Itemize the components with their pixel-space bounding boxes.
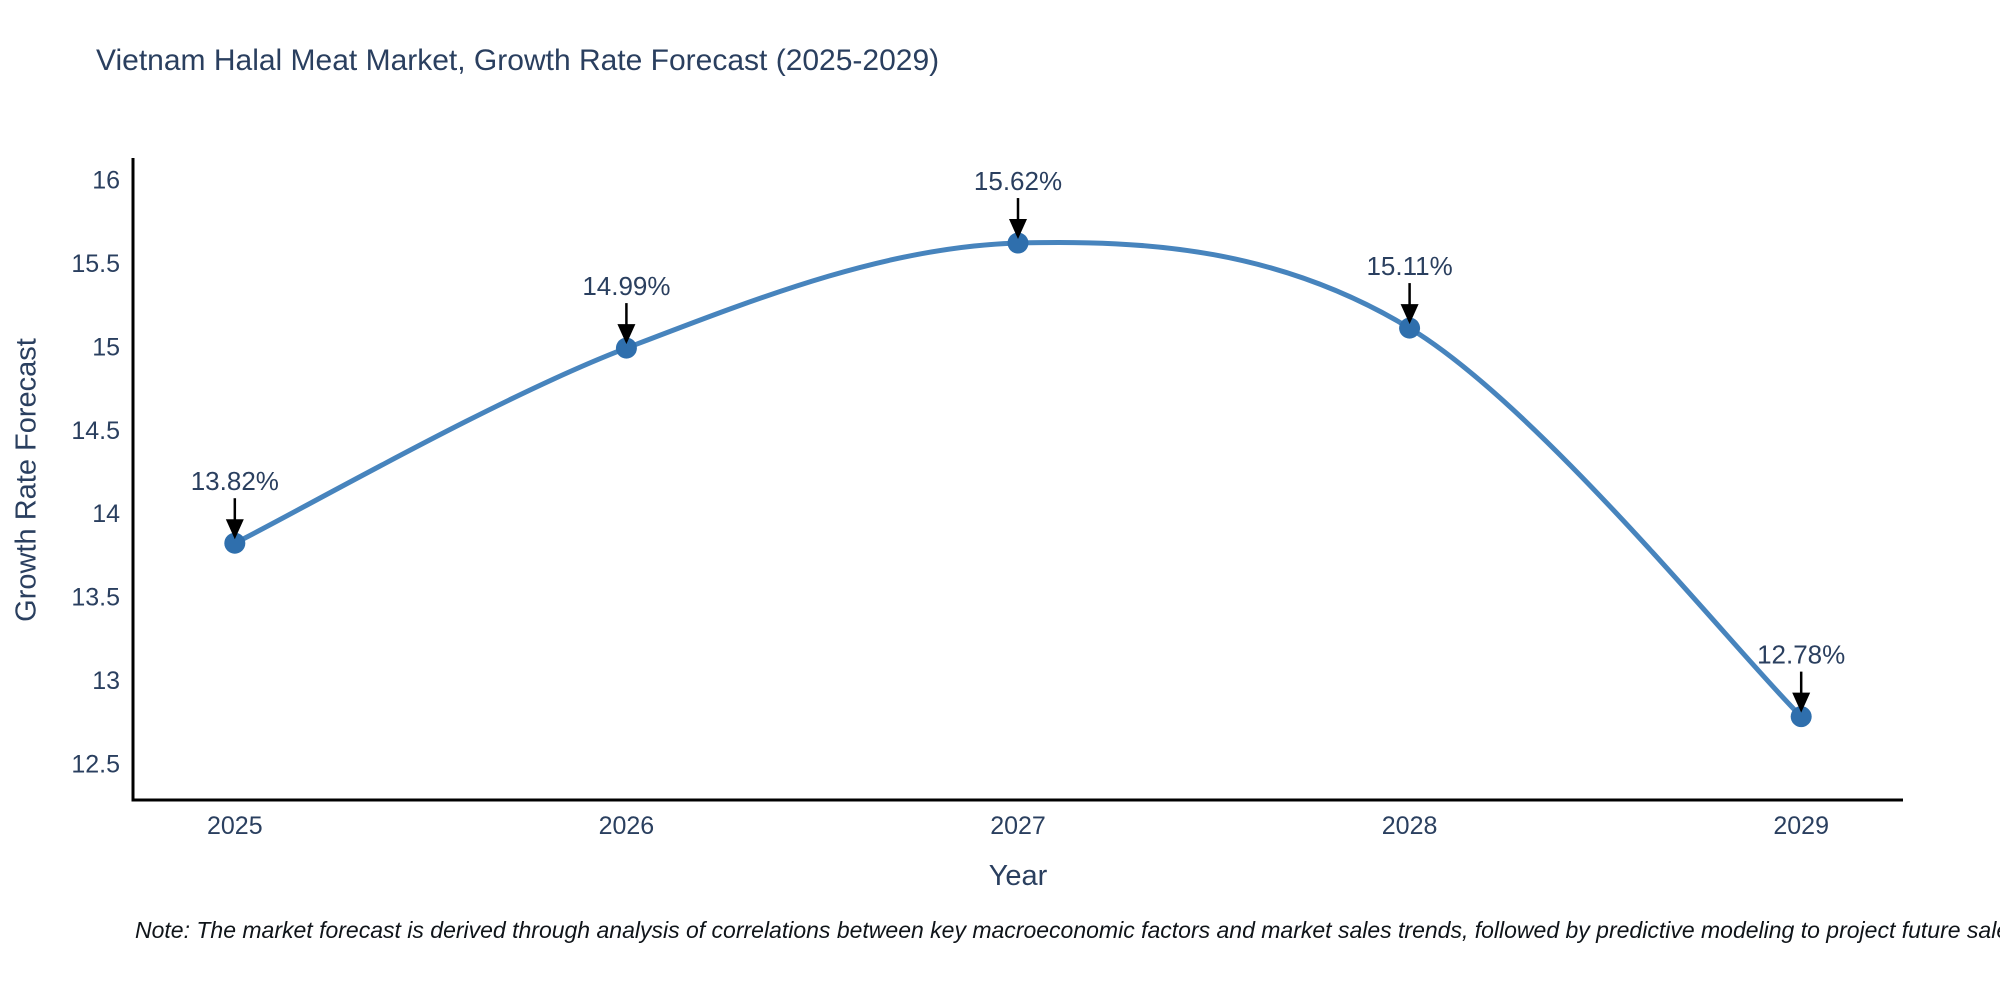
x-tick-label: 2029 (1773, 812, 1829, 840)
y-tick-label: 13.5 (71, 584, 120, 612)
data-label-arrowhead (1009, 219, 1027, 240)
y-tick-label: 15 (92, 333, 120, 361)
y-tick-label: 13 (92, 667, 120, 695)
data-label-arrowhead (225, 519, 244, 540)
x-tick-label: 2026 (599, 812, 655, 840)
data-label: 15.11% (1366, 251, 1452, 281)
data-point-marker[interactable] (1790, 706, 1812, 728)
data-label: 14.99% (582, 271, 670, 301)
y-tick-label: 16 (92, 167, 120, 195)
chart-title: Vietnam Halal Meat Market, Growth Rate F… (96, 44, 940, 77)
x-tick-label: 2025 (207, 812, 263, 840)
y-tick-label: 14.5 (71, 417, 120, 445)
data-label: 12.78% (1757, 640, 1845, 670)
data-point-marker[interactable] (1399, 317, 1421, 339)
data-point-marker[interactable] (1007, 232, 1029, 254)
data-label-arrowhead (617, 324, 636, 345)
data-point-marker[interactable] (615, 337, 637, 359)
data-label-arrowhead (1792, 692, 1811, 713)
y-axis-title: Growth Rate Forecast (10, 338, 43, 622)
x-tick-label: 2028 (1382, 812, 1438, 840)
footnote: Note: The market forecast is derived thr… (135, 917, 2000, 943)
y-tick-label: 15.5 (71, 250, 120, 278)
y-tick-label: 12.5 (71, 750, 120, 778)
data-label: 15.62% (974, 166, 1062, 196)
data-label-arrowhead (1400, 304, 1419, 325)
y-tick-label: 14 (92, 500, 120, 528)
x-tick-label: 2027 (990, 812, 1046, 840)
data-label: 13.82% (191, 466, 279, 496)
forecast-line (232, 239, 1804, 720)
data-point-marker[interactable] (224, 532, 246, 554)
x-axis-title: Year (988, 860, 1048, 892)
